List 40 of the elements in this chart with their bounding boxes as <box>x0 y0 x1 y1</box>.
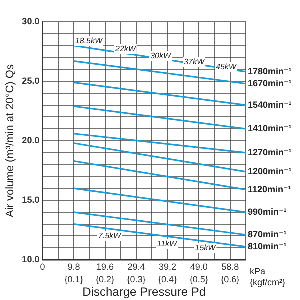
x-tick-label: 0 <box>40 262 46 272</box>
y-axis-title: Air volume (m³/min at 20°C) Qs <box>4 64 17 218</box>
series-label: 990min⁻¹ <box>248 206 287 217</box>
x2-tick-label: {0.3} <box>127 274 146 285</box>
series-label: 1540min⁻¹ <box>248 100 292 110</box>
annotation: 15kW <box>195 243 218 252</box>
y-tick-label: 30.0 <box>22 16 40 26</box>
series-label: 1120min⁻¹ <box>248 184 292 194</box>
x2-tick-label: {0.2} <box>96 274 115 285</box>
annotation: 37kW <box>184 58 206 67</box>
x-tick-label: 19.6 <box>96 262 114 272</box>
annotation: 7.5kW <box>98 231 123 240</box>
x-tick-label: 29.4 <box>128 262 146 272</box>
series-label: 1670min⁻¹ <box>248 78 292 88</box>
series-label: 810min⁻¹ <box>248 241 287 252</box>
series-label: 1270min⁻¹ <box>248 147 292 158</box>
x2-tick-label: {0.6} <box>221 274 240 285</box>
series-label: 1410min⁻¹ <box>248 124 292 134</box>
x-tick-label: 9.8 <box>68 262 80 272</box>
x2-tick-label: {0.1} <box>64 274 84 285</box>
x2-tick-label: {0.4} <box>158 274 178 285</box>
series-label: 870min⁻¹ <box>248 229 287 240</box>
x-tick-label: 39.2 <box>159 262 177 272</box>
series-label: 1780min⁻¹ <box>248 66 292 76</box>
annotation: 30kW <box>150 52 172 61</box>
y-tick-label: 10.0 <box>22 254 40 264</box>
text: kPa <box>250 266 266 276</box>
x-tick-label: 49.0 <box>190 262 208 272</box>
y-tick-label: 15.0 <box>22 194 40 205</box>
text: {kgf/cm²} <box>250 277 286 288</box>
x-axis-title: Discharge Pressure Pd <box>82 285 206 300</box>
annotation: 22kW <box>114 44 138 54</box>
annotation: 18.5kW <box>75 36 104 46</box>
annotation: 11kW <box>157 240 179 249</box>
x-tick-label: 58.8 <box>222 262 240 272</box>
annotation: 45kW <box>216 62 238 72</box>
x2-tick-label: {0.5} <box>190 274 208 285</box>
y-tick-label: 25.0 <box>22 76 40 86</box>
y-tick-label: 20.0 <box>22 135 40 146</box>
series-label: 1200min⁻¹ <box>248 166 292 176</box>
